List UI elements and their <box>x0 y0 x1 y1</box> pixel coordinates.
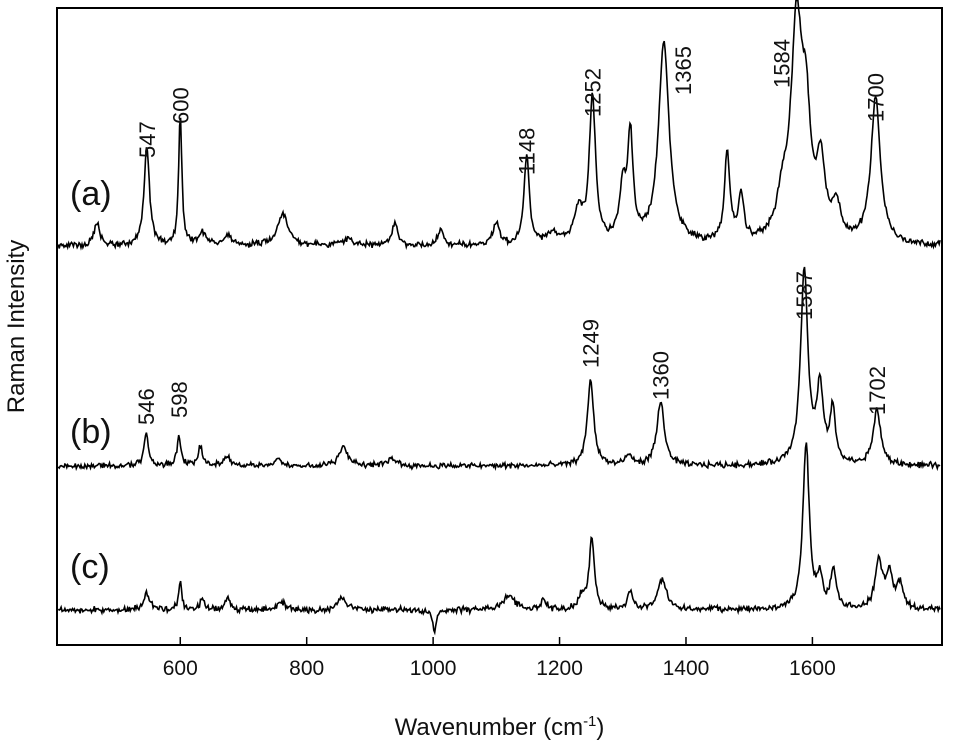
x-axis-ticks: 600 800 1000 1200 1400 1600 <box>163 637 836 680</box>
x-tick-label: 1200 <box>536 657 583 680</box>
peak-label: 1587 <box>792 271 817 320</box>
x-tick-label: 600 <box>163 657 198 680</box>
trace-label-a: (a) <box>70 175 112 213</box>
x-axis-label-text: Wavenumber (cm <box>395 714 583 741</box>
peak-label: 600 <box>168 87 193 124</box>
peak-label: 1365 <box>671 46 696 95</box>
peak-label: 598 <box>167 381 192 418</box>
x-tick-label: 1400 <box>663 657 710 680</box>
spectrum-line-c <box>57 442 941 636</box>
x-tick-label: 800 <box>289 657 324 680</box>
x-axis-label: Wavenumber (cm-1) <box>395 713 605 741</box>
peak-label: 1249 <box>579 319 604 368</box>
spectrum-line-b <box>57 266 941 472</box>
peak-label: 546 <box>134 388 159 425</box>
y-axis-label: Raman Intensity <box>3 240 30 413</box>
trace-label-c: (c) <box>70 548 110 586</box>
peak-label: 547 <box>135 121 160 158</box>
peak-label: 1252 <box>580 68 605 117</box>
spectrum-line-a <box>57 0 941 251</box>
x-tick-label: 1600 <box>789 657 836 680</box>
plot-frame <box>56 7 943 646</box>
trace-label-b: (b) <box>70 413 112 451</box>
spectra-traces <box>57 0 941 636</box>
x-axis-label-suffix: ) <box>596 714 604 741</box>
peak-label: 1584 <box>769 39 794 88</box>
peak-annotations: 547 600 1148 1252 1365 1584 1700 546 598 1249 1360… <box>134 39 890 425</box>
x-axis-label-superscript: -1 <box>583 713 596 730</box>
peak-label: 1700 <box>864 73 889 122</box>
trace-labels: (a) (b) (c) <box>70 175 112 586</box>
peak-label: 1148 <box>515 128 540 175</box>
peak-label: 1360 <box>649 351 674 400</box>
peak-label: 1702 <box>865 366 890 415</box>
x-tick-label: 1000 <box>410 657 457 680</box>
